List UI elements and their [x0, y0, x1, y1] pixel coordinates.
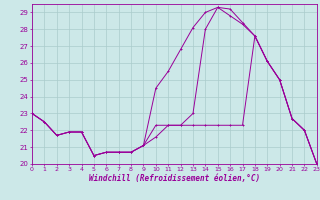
X-axis label: Windchill (Refroidissement éolien,°C): Windchill (Refroidissement éolien,°C): [89, 174, 260, 183]
